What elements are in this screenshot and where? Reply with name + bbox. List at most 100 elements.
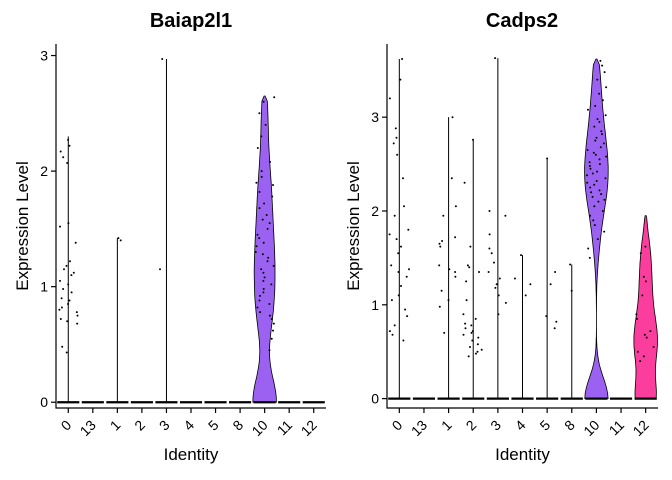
data-point xyxy=(587,108,589,111)
x-axis-title: Identity xyxy=(495,445,550,464)
x-tick-label: 13 xyxy=(408,417,430,439)
data-point xyxy=(601,210,604,212)
data-point xyxy=(603,230,606,233)
data-point xyxy=(604,177,607,180)
data-point xyxy=(480,348,483,351)
data-point xyxy=(399,78,402,81)
data-point xyxy=(440,289,443,292)
data-point xyxy=(471,330,474,333)
data-point xyxy=(260,175,263,178)
data-point xyxy=(270,283,273,286)
y-tick-label: 2 xyxy=(40,163,48,179)
y-tick-label: 3 xyxy=(371,109,379,125)
data-point xyxy=(393,324,396,327)
data-point xyxy=(65,351,68,354)
data-point xyxy=(649,330,652,333)
data-point xyxy=(470,331,473,334)
data-point xyxy=(601,99,604,102)
data-point xyxy=(388,330,391,333)
data-point xyxy=(524,294,527,297)
data-point xyxy=(394,127,397,130)
data-point xyxy=(62,288,65,290)
data-point xyxy=(476,343,479,346)
data-point xyxy=(454,275,457,278)
data-point xyxy=(601,133,603,136)
y-tick-label: 2 xyxy=(371,203,379,219)
data-point xyxy=(468,266,471,269)
data-point xyxy=(258,237,261,240)
data-point xyxy=(393,214,396,217)
data-point xyxy=(586,174,588,177)
data-point xyxy=(67,283,70,286)
data-point xyxy=(391,333,394,336)
data-point xyxy=(465,299,468,302)
data-point xyxy=(408,268,410,271)
data-point xyxy=(258,190,261,193)
data-point xyxy=(403,205,405,208)
data-point xyxy=(388,233,391,236)
data-point xyxy=(529,283,532,286)
data-point xyxy=(495,283,498,286)
y-tick-label: 1 xyxy=(40,279,48,295)
data-point xyxy=(261,253,264,256)
data-point xyxy=(603,71,606,74)
x-tick-label: 2 xyxy=(463,417,480,434)
data-point xyxy=(477,336,480,339)
data-point xyxy=(60,306,63,309)
data-point xyxy=(488,210,491,212)
data-point xyxy=(260,135,263,138)
data-point xyxy=(472,138,474,141)
data-point xyxy=(546,157,549,160)
data-point xyxy=(397,271,400,273)
data-point xyxy=(70,291,73,294)
data-point xyxy=(593,224,596,227)
data-point xyxy=(262,288,265,290)
data-point xyxy=(268,303,271,305)
data-point xyxy=(545,315,548,318)
data-point xyxy=(594,153,597,156)
data-point xyxy=(553,327,556,330)
data-point xyxy=(72,271,75,274)
data-point xyxy=(593,125,596,128)
x-tick-label: 12 xyxy=(298,417,320,439)
data-point xyxy=(119,239,122,242)
data-point xyxy=(644,245,647,248)
data-point xyxy=(641,294,644,297)
data-point xyxy=(67,138,70,141)
data-point xyxy=(593,183,596,186)
x-axis-title: Identity xyxy=(164,445,219,464)
data-point xyxy=(588,161,591,164)
data-point xyxy=(260,170,263,173)
data-point xyxy=(390,264,393,267)
data-point xyxy=(498,277,501,280)
data-point xyxy=(450,177,453,180)
data-point xyxy=(255,245,258,248)
data-point xyxy=(476,350,479,353)
data-point xyxy=(267,256,270,259)
data-point xyxy=(591,172,594,175)
data-point xyxy=(644,280,647,283)
data-point xyxy=(441,240,444,242)
data-point xyxy=(262,100,265,103)
x-tick-label: 0 xyxy=(58,417,75,434)
data-point xyxy=(159,268,161,271)
data-point xyxy=(401,58,404,60)
data-point xyxy=(65,264,68,267)
data-point xyxy=(270,337,273,340)
data-point xyxy=(464,327,467,330)
data-point xyxy=(395,238,398,241)
data-point xyxy=(439,245,442,248)
data-point xyxy=(400,245,402,248)
data-point xyxy=(402,339,405,342)
data-point xyxy=(470,324,473,327)
chart-title: Baiap2l1 xyxy=(150,10,232,32)
data-point xyxy=(591,195,594,198)
data-point xyxy=(454,205,457,208)
x-tick-label: 3 xyxy=(156,417,173,434)
data-point xyxy=(272,322,275,325)
data-point xyxy=(494,286,497,289)
data-point xyxy=(404,308,407,311)
y-tick-label: 0 xyxy=(371,391,379,407)
data-point xyxy=(588,256,591,259)
